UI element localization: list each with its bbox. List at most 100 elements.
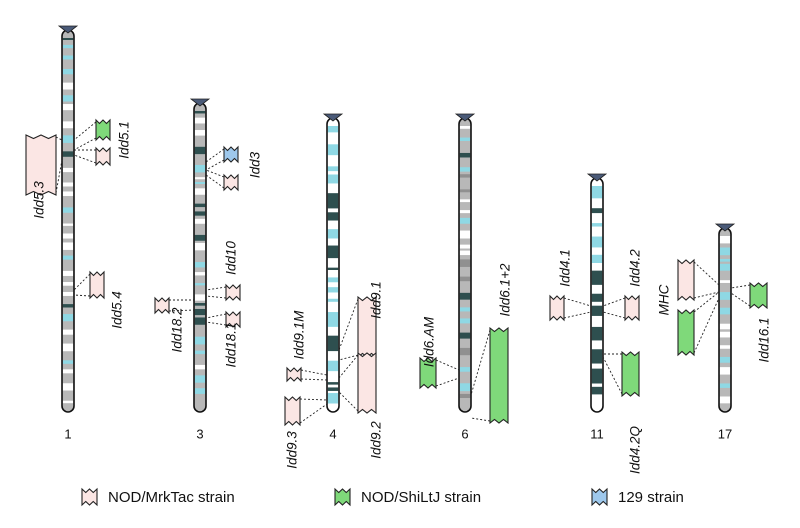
locus-label: Idd6.1+2 <box>498 263 513 316</box>
band <box>591 270 603 285</box>
locus-box <box>489 326 509 425</box>
connector <box>435 359 460 387</box>
band <box>327 267 339 271</box>
centromere <box>586 173 608 182</box>
band <box>194 111 206 114</box>
connector <box>693 261 720 299</box>
band <box>591 326 603 341</box>
connector <box>205 148 225 171</box>
locus-label: Idd9.3 <box>285 431 300 469</box>
locus-box <box>286 366 302 383</box>
locus-label: Idd10 <box>224 241 239 275</box>
chromosome-label: 6 <box>461 426 468 441</box>
band <box>327 212 339 221</box>
locus-box <box>284 395 301 427</box>
band <box>194 350 206 355</box>
band <box>459 230 471 239</box>
legend-swatch <box>81 487 98 507</box>
connector <box>563 297 592 319</box>
band <box>327 393 339 404</box>
band <box>459 210 471 214</box>
band <box>719 356 731 363</box>
legend-label: 129 strain <box>618 489 684 506</box>
band <box>591 236 603 248</box>
connector <box>338 298 359 361</box>
connector <box>299 398 328 424</box>
band <box>327 335 339 352</box>
band <box>194 164 206 173</box>
locus-box <box>89 270 105 300</box>
chromosome-label: 3 <box>196 426 203 441</box>
band <box>459 276 471 282</box>
legend-swatch <box>334 487 351 507</box>
chromosome <box>454 113 476 413</box>
band <box>591 305 603 316</box>
locus-label: Idd9.2 <box>369 421 384 459</box>
band <box>459 347 471 356</box>
locus-box <box>25 134 57 196</box>
band <box>62 314 74 322</box>
band <box>194 146 206 155</box>
band <box>327 287 339 293</box>
band <box>194 218 206 224</box>
locus-box <box>225 310 241 329</box>
band <box>62 383 74 391</box>
connector <box>602 297 626 319</box>
locus-box <box>95 146 111 167</box>
band <box>327 229 339 239</box>
chromosome-body <box>719 228 731 412</box>
band <box>459 383 471 392</box>
connector <box>168 299 195 312</box>
connector <box>205 169 225 189</box>
band <box>327 144 339 156</box>
legend-label: NOD/MrkTac strain <box>108 489 235 506</box>
band <box>62 38 74 41</box>
connector <box>300 369 328 381</box>
band <box>194 130 206 136</box>
band <box>719 263 731 271</box>
band <box>194 283 206 286</box>
band <box>459 167 471 172</box>
locus-box <box>154 296 170 315</box>
band <box>719 258 731 262</box>
chromosome-label: 17 <box>718 426 732 441</box>
locus-box <box>357 351 377 415</box>
legend-swatch <box>591 487 608 507</box>
band <box>719 292 731 300</box>
connector <box>205 313 227 326</box>
locus-label: Idd9.1 <box>369 281 384 319</box>
band <box>194 211 206 216</box>
band <box>327 174 339 184</box>
band <box>591 223 603 227</box>
locus-box <box>677 308 695 357</box>
locus-label: Idd4.1 <box>558 249 573 287</box>
band <box>591 368 603 384</box>
band <box>459 199 471 203</box>
band <box>327 360 339 372</box>
band <box>62 207 74 213</box>
connector <box>73 121 97 151</box>
band <box>459 217 471 224</box>
band <box>194 177 206 180</box>
connector <box>730 284 751 307</box>
band <box>327 312 339 327</box>
band <box>719 331 731 338</box>
band <box>194 262 206 268</box>
band <box>62 44 74 49</box>
locus-label: Idd4.2 <box>628 249 643 287</box>
band <box>459 152 471 158</box>
band <box>719 307 731 315</box>
band <box>62 291 74 296</box>
band <box>62 167 74 173</box>
band <box>62 55 74 60</box>
connector <box>602 353 623 395</box>
band <box>62 151 74 157</box>
band <box>459 126 471 129</box>
band <box>62 343 74 352</box>
band <box>591 386 603 395</box>
band <box>459 137 471 142</box>
band <box>719 247 731 256</box>
band <box>719 367 731 375</box>
centromere <box>189 98 211 107</box>
chromosome-label: 11 <box>590 426 604 441</box>
